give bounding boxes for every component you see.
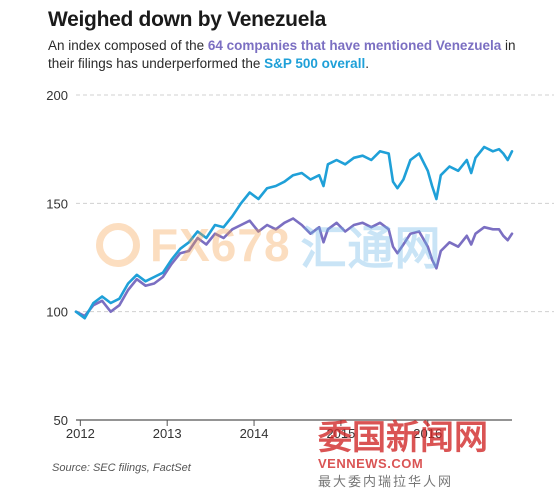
x-tick-label-2015: 2015 bbox=[326, 426, 355, 441]
series-lines bbox=[74, 145, 514, 320]
fx678-logo-icon bbox=[96, 223, 140, 267]
subtitle-text-3: . bbox=[365, 56, 369, 71]
grid-lines bbox=[76, 94, 554, 313]
x-tick-label-2014: 2014 bbox=[240, 426, 269, 441]
subtitle-sp500-highlight: S&P 500 overall bbox=[264, 56, 366, 71]
x-tick-label-2012: 2012 bbox=[66, 426, 95, 441]
y-tick-label-50: 50 bbox=[54, 413, 68, 428]
y-tick-label-100: 100 bbox=[46, 305, 68, 320]
y-tick-label-150: 150 bbox=[46, 196, 68, 211]
vennews-watermark-tag: 最大委内瑞拉华人网 bbox=[318, 474, 454, 489]
vennews-watermark-en: VENNEWS.COM bbox=[318, 456, 424, 471]
subtitle-text-2: in their filings has underperformed the bbox=[48, 38, 516, 71]
y-axis-ticks: 50 100 150 200 bbox=[46, 88, 68, 428]
source-note: Source: SEC filings, FactSet bbox=[52, 462, 191, 474]
chart-title: Weighed down by Venezuela bbox=[48, 8, 326, 31]
chart-subtitle: An index composed of the 64 companies th… bbox=[48, 37, 518, 73]
vennews-watermark-cn: 委国新闻网 bbox=[318, 419, 488, 457]
subtitle-venezuela-highlight: 64 companies that have mentioned Venezue… bbox=[207, 38, 502, 53]
fx678-watermark-cn: 汇通网 bbox=[300, 222, 442, 274]
vennews-watermark: 委国新闻网 VENNEWS.COM 最大委内瑞拉华人网 bbox=[318, 420, 488, 490]
x-axis: 2012 2013 2014 2015 2016 bbox=[66, 419, 512, 441]
x-tick-label-2016: 2016 bbox=[413, 426, 442, 441]
sp500-series-line bbox=[74, 145, 514, 320]
subtitle-text-1: An index composed of the bbox=[48, 38, 208, 53]
fx678-watermark: FX678 汇通网 bbox=[96, 212, 442, 278]
y-tick-label-200: 200 bbox=[46, 88, 68, 103]
venezuela-index-series-line bbox=[74, 217, 514, 318]
x-tick-label-2013: 2013 bbox=[153, 426, 182, 441]
fx678-watermark-text: FX678 bbox=[150, 219, 291, 271]
